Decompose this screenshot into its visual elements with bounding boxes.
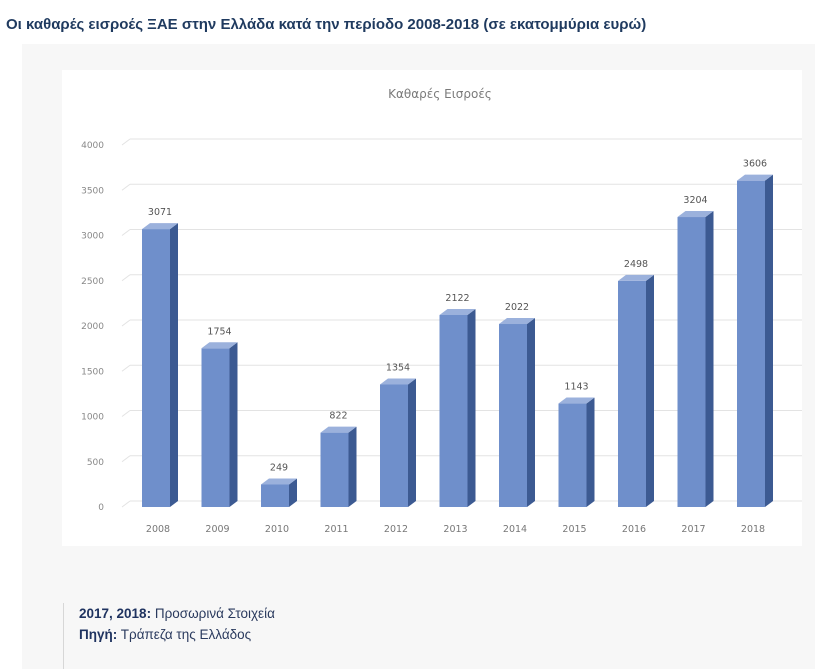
chart-card: Καθαρές Εισροές 0 500 1000 1500 2000 2500 3000… xyxy=(62,70,802,546)
y-tick-label: 500 xyxy=(87,458,104,468)
x-tick-label: 2012 xyxy=(384,524,408,535)
x-tick-label: 2009 xyxy=(205,524,229,535)
bar-top xyxy=(261,478,297,485)
bar xyxy=(558,397,595,507)
y-axis-ticks: 0 500 1000 1500 2000 2500 3000 3500 4000 xyxy=(81,141,104,513)
bars xyxy=(142,174,773,508)
data-label: 1143 xyxy=(564,382,588,393)
gridline-depth xyxy=(121,455,131,463)
x-tick-label: 2018 xyxy=(741,524,765,535)
chart-title: Καθαρές Εισροές xyxy=(388,87,492,101)
source-note-text: Τράπεζα της Ελλάδος xyxy=(120,627,252,642)
bar-front xyxy=(499,324,527,507)
bar-top xyxy=(677,211,714,218)
gridline-depth xyxy=(121,319,131,327)
gridline-depth xyxy=(121,274,131,282)
bar-side xyxy=(289,478,297,507)
bar xyxy=(320,426,357,507)
y-tick-label: 0 xyxy=(98,503,104,513)
bar-front xyxy=(439,314,468,507)
bar xyxy=(261,478,297,507)
bar-chart: Καθαρές Εισροές 0 500 1000 1500 2000 2500 3000… xyxy=(81,87,802,535)
bar-front xyxy=(677,217,706,507)
bar-top xyxy=(320,426,357,433)
bar xyxy=(201,342,238,507)
y-tick-label: 1500 xyxy=(81,367,104,377)
bar-top xyxy=(618,274,654,281)
bar-side xyxy=(527,318,535,507)
bar-front xyxy=(558,403,587,507)
data-label: 1354 xyxy=(386,362,410,373)
source-note: Πηγή: Τράπεζα της Ελλάδος xyxy=(79,624,763,645)
bar-side xyxy=(646,274,654,507)
data-label: 2022 xyxy=(505,302,529,313)
data-label: 3071 xyxy=(148,207,172,218)
bar-front xyxy=(261,484,289,507)
y-tick-label: 2000 xyxy=(81,322,104,332)
x-tick-label: 2010 xyxy=(265,524,289,535)
bar-front xyxy=(201,348,230,507)
provisional-note-label: 2017, 2018: xyxy=(79,606,152,621)
x-tick-label: 2008 xyxy=(146,524,170,535)
y-tick-label: 4000 xyxy=(81,141,104,151)
x-tick-label: 2015 xyxy=(562,524,586,535)
bar xyxy=(618,274,654,507)
bar-side xyxy=(467,308,476,507)
bar-front xyxy=(320,432,349,507)
data-label: 3204 xyxy=(683,195,707,206)
data-labels: 3071 1754 249 822 1354 2122 2022 1143 2498 3204 36… xyxy=(148,159,767,474)
x-tick-label: 2013 xyxy=(443,524,467,535)
bar xyxy=(380,378,416,507)
bar-front xyxy=(380,384,408,507)
source-note-label: Πηγή: xyxy=(79,627,118,642)
x-tick-label: 2014 xyxy=(503,524,527,535)
bar-top xyxy=(558,397,595,404)
data-label: 2498 xyxy=(624,259,648,270)
bar xyxy=(439,308,476,507)
page-title: Οι καθαρές εισροές ΞΑΕ στην Ελλάδα κατά … xyxy=(6,16,647,33)
provisional-note: 2017, 2018: Προσωρινά Στοιχεία xyxy=(79,603,763,624)
y-tick-label: 3500 xyxy=(81,186,104,196)
bar-front xyxy=(618,280,646,507)
gridline-depth xyxy=(121,364,131,372)
x-tick-label: 2011 xyxy=(324,524,348,535)
bar-side xyxy=(705,211,714,507)
bar-top xyxy=(380,378,416,385)
bar-side xyxy=(586,397,595,507)
y-tick-label: 2500 xyxy=(81,277,104,287)
bar-top xyxy=(439,308,476,315)
bar-side xyxy=(348,426,357,507)
bar-top xyxy=(499,318,535,325)
bar-side xyxy=(765,174,773,508)
data-label: 2122 xyxy=(445,293,469,304)
gridline-depth xyxy=(121,229,131,236)
bar xyxy=(677,211,714,507)
bar xyxy=(499,318,535,507)
x-tick-label: 2017 xyxy=(681,524,705,535)
data-label: 3606 xyxy=(743,159,767,170)
provisional-note-text: Προσωρινά Στοιχεία xyxy=(154,606,275,621)
bar-side xyxy=(408,378,416,507)
bar xyxy=(737,174,773,508)
data-label: 249 xyxy=(270,462,288,473)
gridline-depth xyxy=(121,500,131,508)
bar-top xyxy=(201,342,238,349)
y-tick-label: 1000 xyxy=(81,413,104,423)
data-label: 822 xyxy=(329,411,347,422)
bar-front xyxy=(142,229,170,507)
x-tick-label: 2016 xyxy=(622,524,646,535)
bar-side xyxy=(229,342,238,507)
y-tick-label: 3000 xyxy=(81,232,104,242)
bar xyxy=(142,223,178,507)
gridline-depth xyxy=(121,410,131,417)
data-label: 1754 xyxy=(207,326,231,337)
bar-side xyxy=(170,223,178,507)
bar-top xyxy=(142,223,178,230)
bar-front xyxy=(737,180,765,508)
x-axis-ticks: 2008 2009 2010 2011 2012 2013 2014 2015 2016 2017… xyxy=(146,524,765,535)
gridline-depth xyxy=(121,183,131,191)
gridline-depth xyxy=(121,138,131,146)
notes-block: 2017, 2018: Προσωρινά Στοιχεία Πηγή: Τρά… xyxy=(63,603,763,669)
bar-top xyxy=(737,174,773,181)
